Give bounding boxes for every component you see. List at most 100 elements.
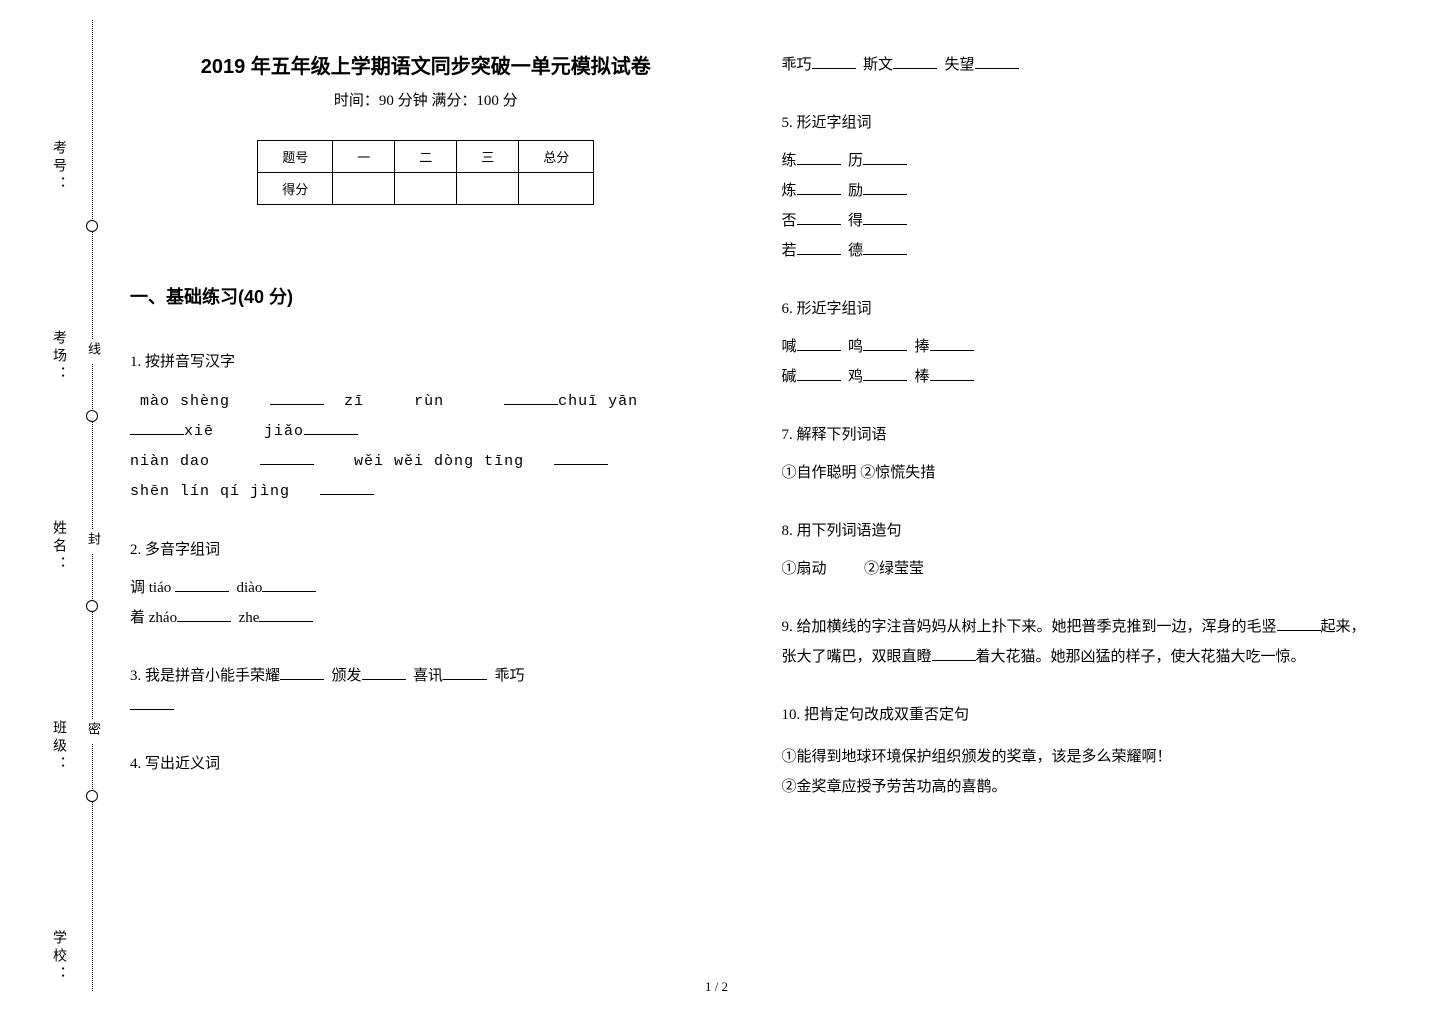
blank [863, 239, 907, 256]
blank [797, 179, 841, 196]
label-room: 考场： [48, 330, 68, 384]
pinyin: zī [344, 393, 364, 410]
binding-seal: 封 [84, 530, 103, 553]
question-3: 3. 我是拼音小能手荣耀 颁发 喜讯 乖巧 [130, 661, 722, 721]
blank [259, 606, 313, 623]
blank [797, 239, 841, 256]
question-8: 8. 用下列词语造句 ①扇动 ②绿莹莹 [782, 516, 1374, 584]
q-text: 用下列词语造句 [797, 523, 902, 539]
score-h: 二 [395, 141, 457, 173]
char: 否 [782, 213, 797, 229]
score-cell [395, 173, 457, 205]
label-number: 考号： [48, 140, 68, 194]
blank [893, 53, 937, 70]
blank [863, 365, 907, 382]
q8-body: ①扇动 ②绿莹莹 [782, 554, 1374, 584]
blank [362, 664, 406, 681]
pinyin: wěi wěi dòng tīng [354, 453, 524, 470]
item: ②金奖章应授予劳苦功高的喜鹊。 [782, 772, 1374, 802]
pinyin: chuī yān [558, 393, 638, 410]
char: 历 [848, 153, 863, 169]
word: 失望 [945, 57, 975, 73]
page-number: 1 / 2 [705, 979, 728, 995]
char: 炼 [782, 183, 797, 199]
q-num: 7. [782, 427, 793, 443]
pinyin: jiǎo [264, 423, 304, 440]
blank [930, 335, 974, 352]
binding-circle [86, 220, 98, 232]
page-body: 2019 年五年级上学期语文同步突破一单元模拟试卷 时间：90 分钟 满分：10… [130, 50, 1373, 961]
exam-title: 2019 年五年级上学期语文同步突破一单元模拟试卷 [130, 50, 722, 79]
blank [130, 694, 174, 711]
score-h: 一 [333, 141, 395, 173]
q10-body: ①能得到地球环境保护组织颁发的奖章，该是多么荣耀啊！ ②金奖章应授予劳苦功高的喜… [782, 742, 1374, 802]
blank [175, 576, 229, 593]
word: 着 zháo [130, 610, 177, 626]
char: 若 [782, 243, 797, 259]
question-7: 7. 解释下列词语 ①自作聪明 ②惊慌失措 [782, 420, 1374, 488]
question-9: 9. 给加横线的字注音妈妈从树上扑下来。她把普季克推到一边，浑身的毛竖起来，张大… [782, 612, 1374, 672]
char: 德 [848, 243, 863, 259]
q-text: 形近字组词 [797, 301, 872, 317]
score-h: 总分 [519, 141, 594, 173]
char: 捧 [915, 339, 930, 355]
blank [262, 576, 316, 593]
q-num: 4. [130, 756, 141, 772]
pinyin: niàn dao [130, 453, 210, 470]
question-4: 4. 写出近义词 [130, 749, 722, 779]
binding-line: 线 [84, 340, 103, 363]
blank [930, 365, 974, 382]
q-text: 写出近义词 [145, 756, 220, 772]
char: 棒 [915, 369, 930, 385]
blank [280, 664, 324, 681]
binding-circle [86, 600, 98, 612]
blank [797, 209, 841, 226]
score-cell [333, 173, 395, 205]
char: 喊 [782, 339, 797, 355]
blank [812, 53, 856, 70]
pinyin-block: mào shèng zī rùn chuī yān xiē jiǎo niàn … [130, 387, 722, 507]
label-name: 姓名： [48, 520, 68, 574]
score-header-row: 题号 一 二 三 总分 [258, 141, 594, 173]
word: diào [237, 580, 263, 596]
item: ①扇动 [782, 561, 827, 577]
q6-body: 喊 鸣 捧 碱 鸡 棒 [782, 332, 1374, 392]
q-num: 10. [782, 707, 801, 723]
binding-circle [86, 410, 98, 422]
q-text: 把肯定句改成双重否定句 [804, 707, 969, 723]
right-column: 乖巧 斯文 失望 5. 形近字组词 练 历 炼 励 否 得 若 德 6. 形近字… [782, 50, 1374, 961]
pinyin: xiē [184, 423, 214, 440]
blank [863, 179, 907, 196]
q5-body: 练 历 炼 励 否 得 若 德 [782, 146, 1374, 266]
word: 乖巧 [782, 57, 812, 73]
char: 练 [782, 153, 797, 169]
char: 鸣 [848, 339, 863, 355]
q-text: 着大花猫。她那凶猛的样子，使大花猫大吃一惊。 [976, 649, 1306, 665]
blank [443, 664, 487, 681]
score-value-row: 得分 [258, 173, 594, 205]
label-class: 班级： [48, 720, 68, 774]
blank [270, 389, 324, 406]
binding-circle [86, 790, 98, 802]
left-column: 2019 年五年级上学期语文同步突破一单元模拟试卷 时间：90 分钟 满分：10… [130, 50, 722, 961]
score-h: 三 [457, 141, 519, 173]
label-school: 学校： [48, 930, 68, 984]
word: zhe [239, 610, 260, 626]
char: 得 [848, 213, 863, 229]
blank [863, 149, 907, 166]
exam-subtitle: 时间：90 分钟 满分：100 分 [130, 89, 722, 110]
char: 鸡 [848, 369, 863, 385]
score-table: 题号 一 二 三 总分 得分 [257, 140, 594, 205]
score-cell [519, 173, 594, 205]
q7-items: ①自作聪明 ②惊慌失措 [782, 458, 1374, 488]
blank [554, 449, 608, 466]
q-num: 2. [130, 542, 141, 558]
q-text: 按拼音写汉字 [145, 354, 235, 370]
score-h: 题号 [258, 141, 333, 173]
item: ②绿莹莹 [864, 561, 924, 577]
word: 颁发 [332, 668, 362, 684]
blank [932, 645, 976, 662]
q-num: 9. [782, 619, 793, 635]
word: 喜讯 [413, 668, 443, 684]
q2-body: 调 tiáo diào 着 zháo zhe [130, 573, 722, 633]
